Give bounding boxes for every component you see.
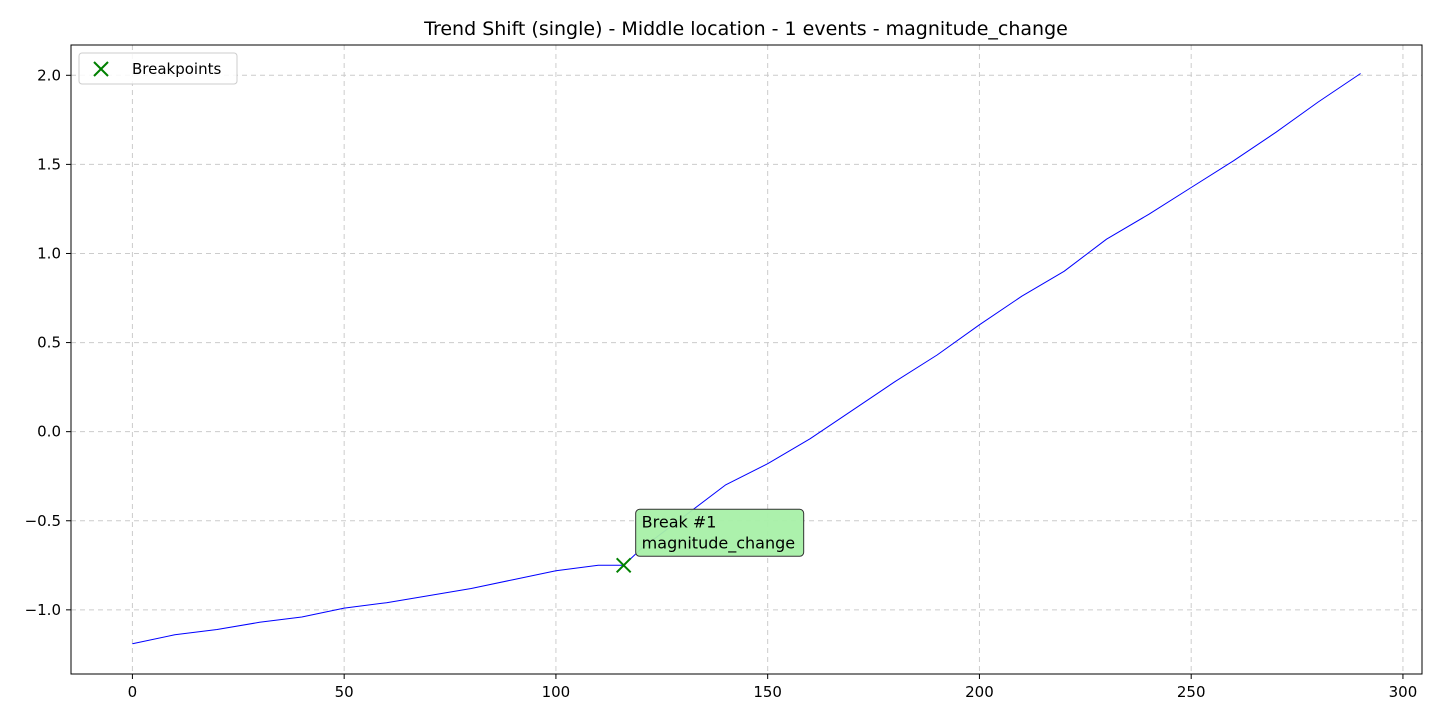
annotation-line-2: magnitude_change (642, 533, 795, 553)
x-tick-label: 50 (335, 683, 354, 701)
y-tick-label: 1.0 (37, 244, 61, 262)
annotation-line-1: Break #1 (642, 512, 717, 531)
series-line-0 (132, 73, 1361, 645)
breakpoint-marker (615, 557, 632, 574)
y-tick-label: 1.5 (37, 155, 61, 173)
series-layer (132, 73, 1361, 645)
legend-x-marker-stroke-b (93, 61, 109, 77)
annotation-layer: Break #1 magnitude_change (635, 508, 805, 557)
x-tick-label: 300 (1389, 683, 1418, 701)
legend-breakpoint-marker (93, 61, 109, 77)
grid-layer (71, 45, 1422, 674)
legend-x-marker (93, 61, 109, 77)
x-tick-label: 200 (965, 683, 994, 701)
plot-frame (70, 44, 1423, 675)
breakpoint-annotation: Break #1 magnitude_change (635, 508, 805, 557)
y-tick-label: 0.0 (37, 423, 61, 441)
annotation-box (635, 508, 805, 557)
y-tick-label: −0.5 (25, 512, 61, 530)
legend-label-breakpoints: Breakpoints (132, 60, 221, 78)
y-tick-label: 2.0 (37, 66, 61, 84)
chart-title: Trend Shift (single) - Middle location -… (423, 18, 1068, 40)
y-tick-label: −1.0 (25, 601, 61, 619)
breakpoint-layer (615, 557, 632, 574)
legend-box (78, 52, 238, 85)
x-tick-label: 0 (128, 683, 138, 701)
x-tick-label: 150 (753, 683, 782, 701)
axis-layer: 0 50 100 150 200 250 300 −1.0 −0.5 0.0 0.5 1.0 1.5 2.… (25, 66, 1418, 701)
x-tick-label: 250 (1177, 683, 1206, 701)
legend: Breakpoints (78, 52, 238, 85)
y-tick-label: 0.5 (37, 334, 61, 352)
breakpoint-marker-stroke-b (615, 557, 632, 574)
x-tick-label: 100 (542, 683, 571, 701)
